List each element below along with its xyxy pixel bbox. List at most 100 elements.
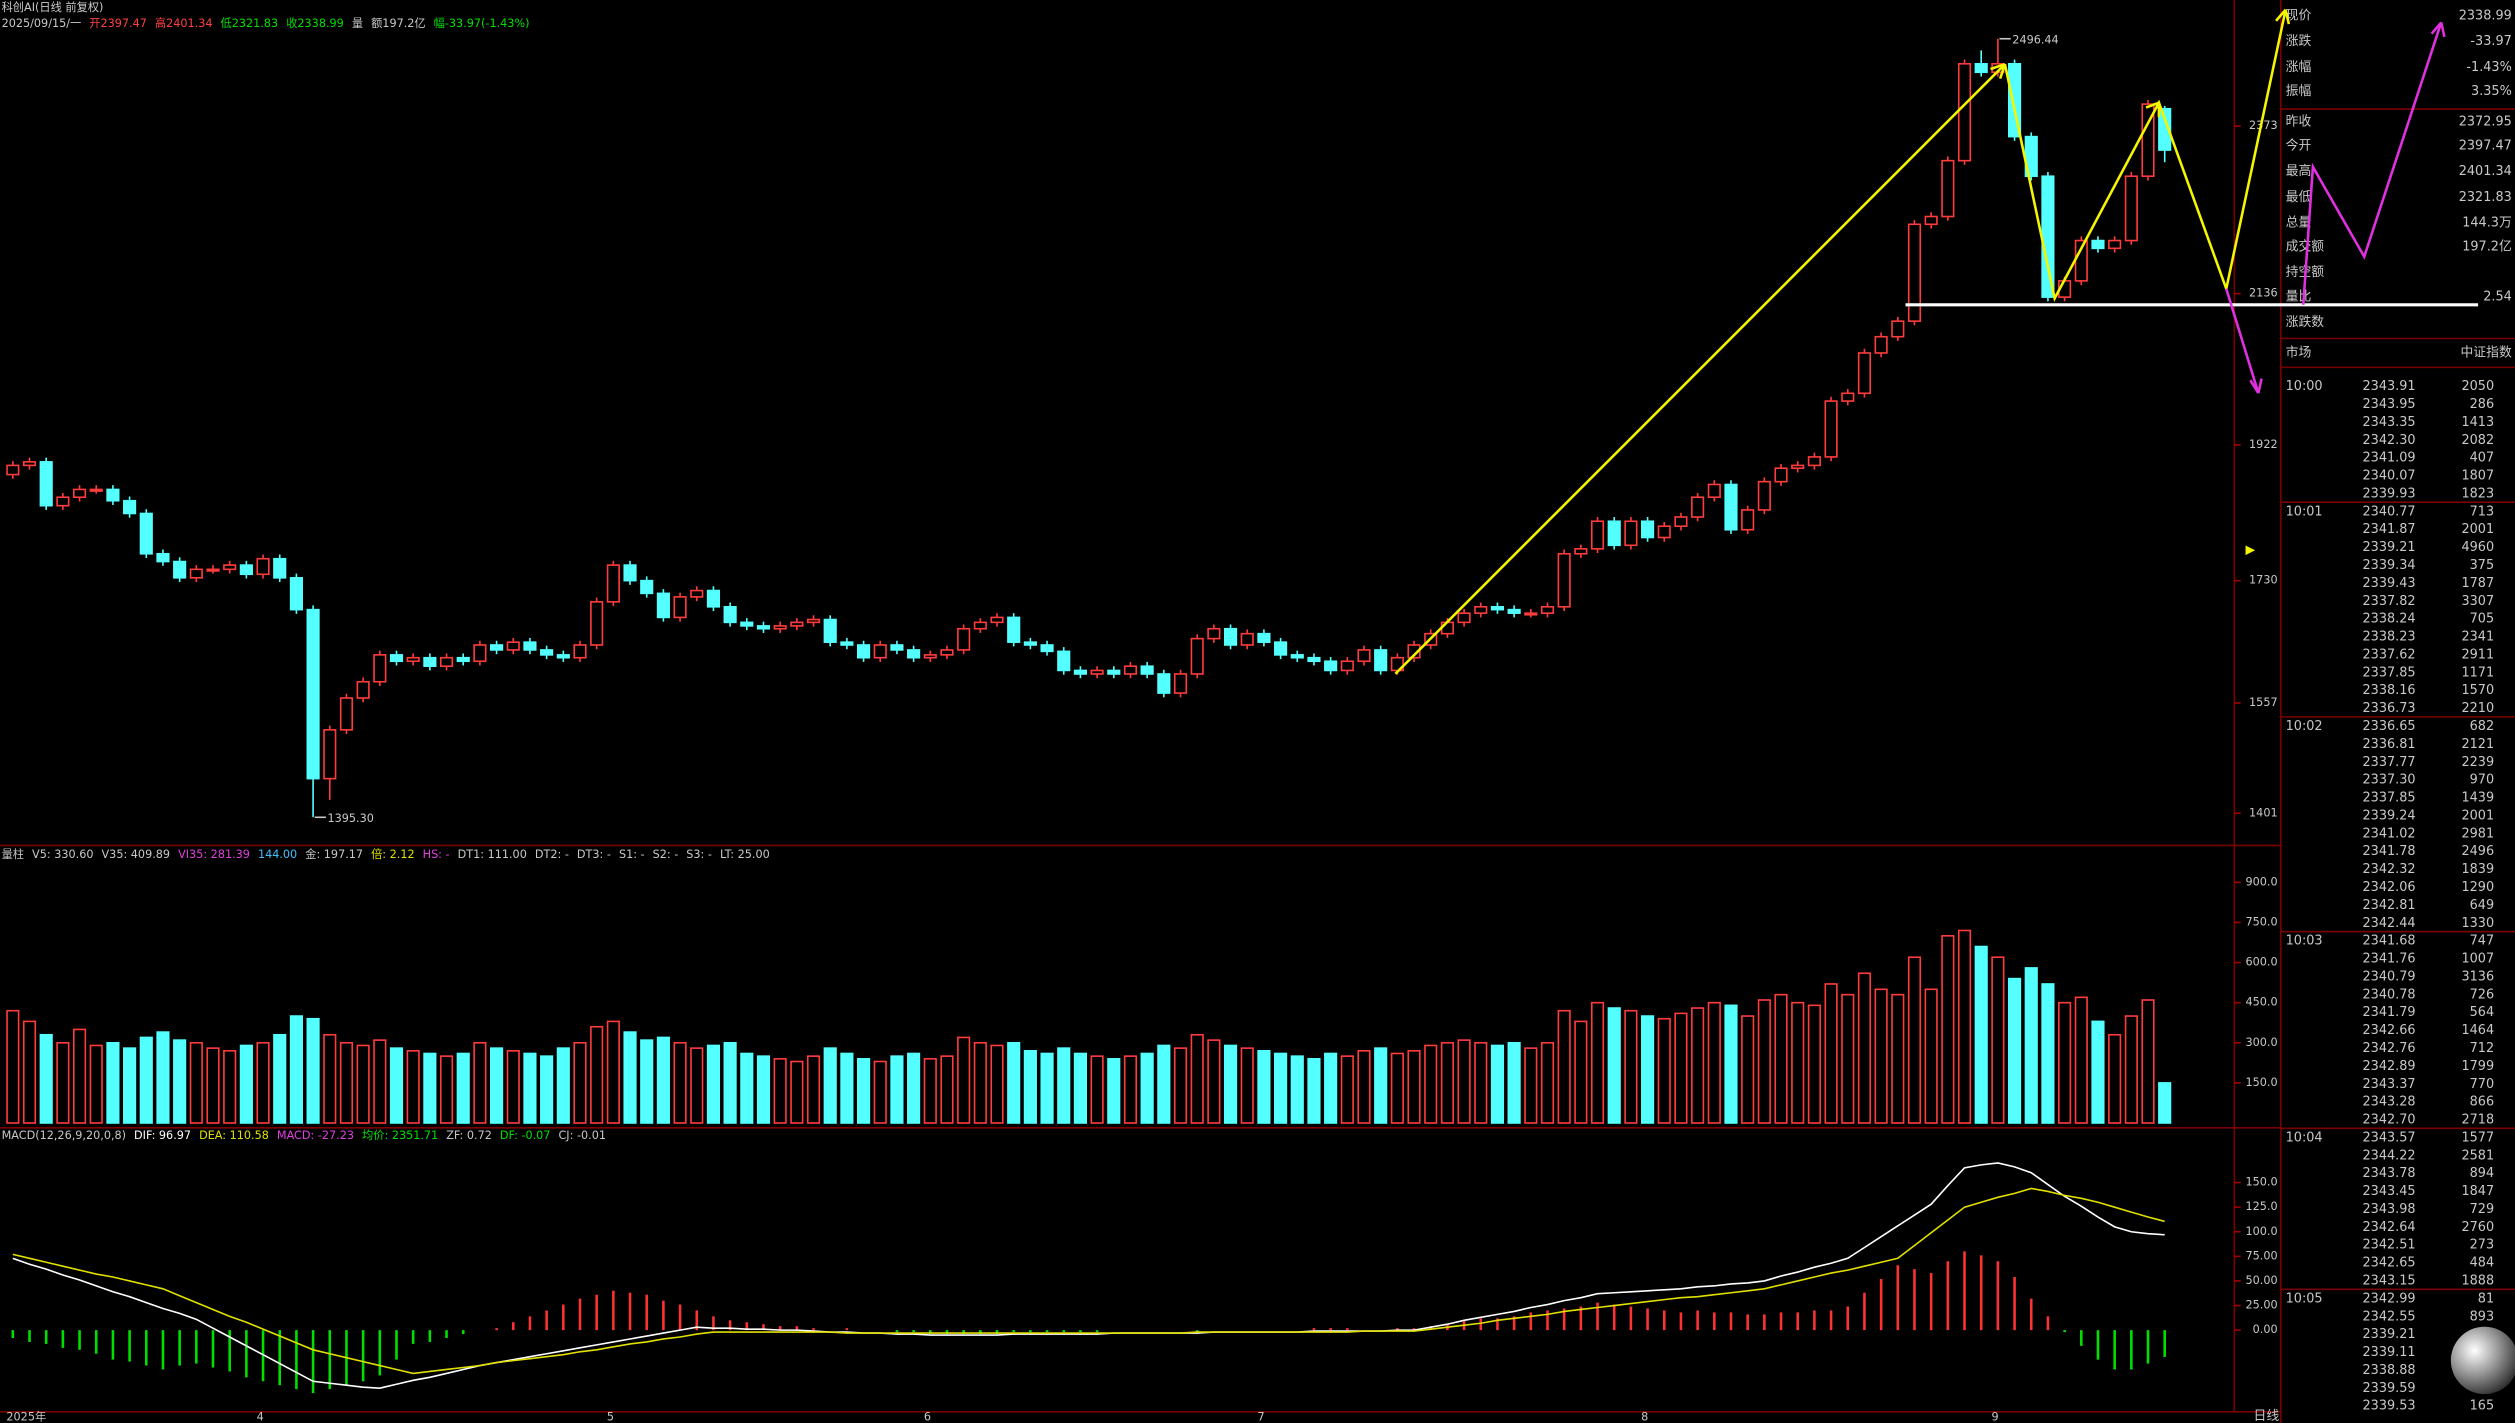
candle-body — [923, 654, 937, 659]
candle-body — [1107, 669, 1121, 675]
quote-label: 涨跌数 — [2286, 314, 2325, 330]
tick-volume: 1007 — [2461, 952, 2494, 967]
candle-body — [473, 644, 487, 663]
candle-body — [1173, 673, 1188, 694]
volume-bar — [907, 1052, 921, 1124]
x-tick-label: 8 — [1641, 1410, 1648, 1423]
tick-price: 2337.85 — [2362, 791, 2415, 806]
x-tick-label: 2025年 — [6, 1409, 46, 1423]
period-label[interactable]: 日线 — [2254, 1409, 2280, 1423]
volume-bar — [1157, 1044, 1171, 1124]
tick-price: 2338.23 — [2362, 630, 2415, 645]
volume-bar — [1724, 1004, 1738, 1124]
tick-volume: 770 — [2470, 1077, 2494, 1092]
candle-body — [1307, 656, 1321, 663]
candle-body — [1524, 612, 1538, 616]
tick-volume: 2981 — [2461, 826, 2494, 841]
window-title: 科创AI(日线 前复权) — [2, 0, 104, 14]
floating-ball[interactable] — [2450, 1326, 2515, 1395]
projection-arrow — [2225, 288, 2260, 394]
y-tick-label: 900.0 — [2245, 875, 2277, 888]
tick-price: 2343.95 — [2362, 397, 2415, 412]
tick-volume: 2239 — [2461, 755, 2494, 770]
volume-bar — [623, 1031, 637, 1124]
tick-price: 2343.98 — [2362, 1202, 2415, 1217]
quote-label: 现价 — [2286, 9, 2312, 24]
indicator-line — [12, 1187, 2165, 1375]
candle-body — [1774, 467, 1788, 483]
volume-bar — [1507, 1041, 1521, 1124]
candle-body — [523, 641, 537, 651]
quote-value: -33.97 — [2470, 34, 2511, 49]
indicator-label: V5: 330.60 — [32, 848, 93, 861]
tick-volume: 866 — [2470, 1095, 2494, 1110]
candle-body — [2158, 107, 2172, 151]
indicator-label: 开2397.47 — [89, 17, 147, 30]
tick-price: 2342.32 — [2362, 862, 2415, 877]
indicator-header: 2025/09/15/一 开2397.47 高2401.34 低2321.83 收233… — [2, 16, 530, 30]
tick-volume: 970 — [2470, 773, 2494, 788]
tick-price: 2339.21 — [2362, 1327, 2415, 1342]
volume-bar — [773, 1058, 787, 1124]
tick-volume: 2341 — [2461, 630, 2494, 645]
volume-bar — [940, 1055, 954, 1124]
candle-body — [656, 592, 670, 619]
tick-price: 2342.64 — [2362, 1220, 2415, 1235]
volume-bar — [890, 1055, 904, 1124]
candle-body — [540, 649, 554, 656]
indicator-label: DEA: 110.58 — [199, 1129, 269, 1142]
volume-bar — [606, 1020, 620, 1124]
candle-body — [1490, 606, 1505, 611]
quote-value: 2321.83 — [2459, 190, 2512, 205]
quote-value: 2401.34 — [2459, 164, 2512, 179]
volume-bar — [406, 1050, 420, 1124]
candle-body — [1040, 644, 1054, 653]
projection-arrow — [2301, 22, 2443, 305]
tick-volume: 1570 — [2461, 683, 2494, 698]
candle-body — [957, 627, 971, 651]
y-tick-label: 75.00 — [2245, 1249, 2277, 1262]
tick-volume: 2050 — [2461, 379, 2494, 394]
volume-bar — [139, 1036, 153, 1124]
tick-volume: 1290 — [2461, 880, 2494, 895]
candle-body — [72, 488, 87, 499]
candle-body — [1891, 320, 1905, 338]
volume-bar — [590, 1025, 604, 1124]
volume-bar — [1424, 1044, 1438, 1124]
candle-body — [1340, 660, 1354, 672]
candle-body — [1223, 627, 1238, 646]
tick-volume: 2911 — [2461, 647, 2494, 662]
candle-body — [590, 601, 604, 646]
volume-bar — [1757, 999, 1771, 1124]
quote-label: 昨收 — [2286, 114, 2312, 129]
volume-bar — [1057, 1047, 1071, 1124]
tick-volume: 2082 — [2461, 433, 2494, 448]
candle-body — [806, 618, 821, 624]
candle-body — [790, 621, 804, 627]
candle-body — [456, 656, 470, 663]
quote-label: 量比 — [2286, 289, 2312, 304]
tick-price: 2339.24 — [2362, 808, 2415, 823]
tick-price: 2341.68 — [2362, 934, 2415, 949]
candle-body — [2007, 62, 2022, 138]
indicator-label: HS: - — [423, 848, 450, 861]
quote-label: 成交额 — [2286, 239, 2325, 255]
candle-body — [1474, 606, 1488, 614]
tick-price: 2342.99 — [2362, 1291, 2415, 1306]
tick-price: 2342.51 — [2362, 1238, 2415, 1253]
volume-bar — [2074, 996, 2088, 1124]
volume-bar — [2108, 1033, 2122, 1124]
candle-body — [1324, 660, 1338, 672]
candle-body — [890, 644, 904, 651]
volume-bar — [373, 1039, 387, 1124]
candle-body — [2141, 103, 2155, 178]
volume-bar — [723, 1041, 737, 1124]
volume-bar — [1841, 993, 1855, 1124]
volume-bar — [1707, 1001, 1721, 1124]
tick-volume: 1787 — [2461, 576, 2494, 591]
volume-bar — [356, 1044, 370, 1124]
volume-bar — [289, 1015, 303, 1124]
candle-body — [1157, 673, 1171, 694]
tick-time: 10:00 — [2286, 379, 2323, 394]
